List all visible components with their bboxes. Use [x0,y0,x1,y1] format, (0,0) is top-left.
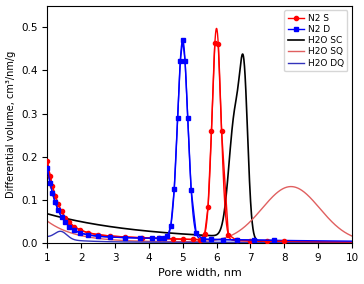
N2 D [138,236,143,240]
N2 D [172,187,177,191]
N2 D [123,236,127,239]
N2 S [63,216,67,219]
N2 D [50,191,55,195]
N2 D [175,116,180,120]
N2 S [202,232,207,236]
N2 S [282,240,286,243]
N2 D [53,201,57,204]
N2 S [219,130,224,133]
N2 D [45,167,50,170]
N2 D [201,237,205,241]
N2 S [140,236,144,239]
Y-axis label: Differential volume, cm³/nm/g: Differential volume, cm³/nm/g [5,51,16,198]
N2 S [56,202,60,206]
N2 S [53,194,57,197]
N2 S [181,237,185,241]
N2 D [189,188,193,191]
N2 D [194,232,198,235]
N2 S [59,210,64,213]
N2 D [59,215,64,219]
N2 D [157,237,161,240]
N2 D [86,233,90,237]
N2 S [108,234,112,238]
N2 S [265,239,269,243]
N2 D [235,238,239,241]
N2 D [150,237,154,240]
N2 S [206,205,210,208]
N2 D [78,231,82,235]
N2 D [72,229,76,232]
N2 S [72,225,76,228]
N2 D [162,237,166,240]
N2 D [63,221,67,224]
Legend: N2 S, N2 D, H2O SC, H2O SQ, H2O DQ: N2 S, N2 D, H2O SC, H2O SQ, H2O DQ [284,10,347,71]
N2 S [170,237,175,241]
N2 S [96,233,100,236]
N2 S [157,237,161,240]
N2 D [48,181,52,185]
N2 D [165,235,170,238]
N2 S [78,228,82,232]
N2 D [272,239,276,242]
N2 S [216,42,221,45]
N2 S [86,231,90,234]
N2 S [123,235,127,239]
N2 S [48,174,52,177]
X-axis label: Pore width, nm: Pore width, nm [158,268,241,278]
N2 D [169,224,173,227]
N2 D [67,225,71,228]
N2 S [45,159,50,163]
N2 S [235,239,239,242]
Line: N2 D: N2 D [45,38,276,243]
N2 S [67,221,71,224]
N2 S [50,184,55,188]
N2 D [209,238,214,241]
Line: N2 S: N2 S [45,41,286,243]
N2 S [191,238,195,241]
N2 S [209,130,214,133]
N2 S [226,233,230,236]
N2 D [186,117,190,120]
N2 S [213,42,217,45]
N2 D [56,208,60,212]
N2 D [252,238,256,242]
N2 D [108,235,112,239]
N2 D [183,59,187,62]
N2 D [96,235,100,238]
N2 D [181,38,185,42]
N2 S [248,239,253,243]
N2 S [197,238,202,241]
N2 D [221,238,225,241]
N2 D [178,59,182,62]
